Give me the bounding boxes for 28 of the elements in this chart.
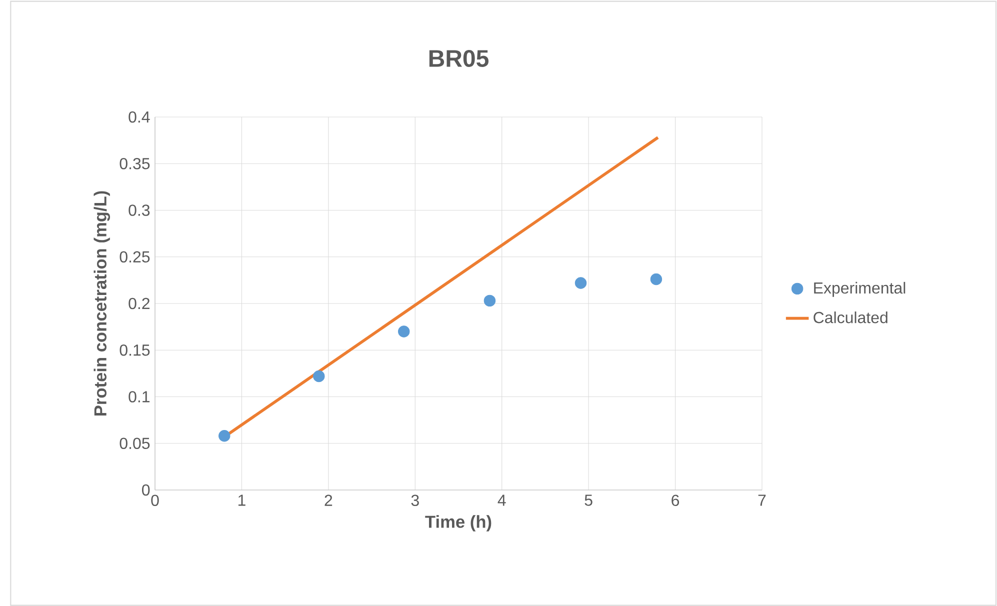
y-tick-label: 0.25: [120, 251, 150, 263]
point: [574, 277, 587, 289]
x-tick-label: 6: [672, 494, 680, 506]
y-tick-label: 0.15: [120, 344, 150, 356]
y-tick-label: 0.1: [128, 391, 150, 402]
x-tick-label: 3: [411, 494, 419, 506]
y-tick-label: 0.2: [128, 298, 150, 310]
x-axis-title: Time (h): [425, 515, 492, 532]
x-tick-label: 0: [151, 494, 159, 506]
point: [313, 370, 325, 382]
point: [484, 294, 496, 307]
point: [218, 430, 230, 442]
point: [398, 326, 410, 338]
x-tick-label: 7: [758, 494, 766, 506]
y-tick-label: 0: [142, 484, 150, 496]
y-tick-label: 0.4: [128, 111, 150, 123]
y-tick-label: 0.3: [128, 204, 150, 216]
legend-label: Calculated: [814, 312, 888, 324]
y-tick-label: 0.05: [120, 438, 150, 450]
x-tick-label: 5: [584, 494, 592, 506]
y-axis-title: Protein concetration (mg/L): [94, 191, 110, 416]
x-tick-label: 2: [324, 494, 332, 506]
x-tick-label: 4: [498, 494, 506, 506]
chart-title: BR05: [429, 50, 489, 67]
point: [650, 273, 662, 286]
y-tick-label: 0.35: [120, 158, 150, 170]
x-tick-label: 1: [238, 494, 246, 506]
legend-label: Experimental: [814, 282, 906, 297]
